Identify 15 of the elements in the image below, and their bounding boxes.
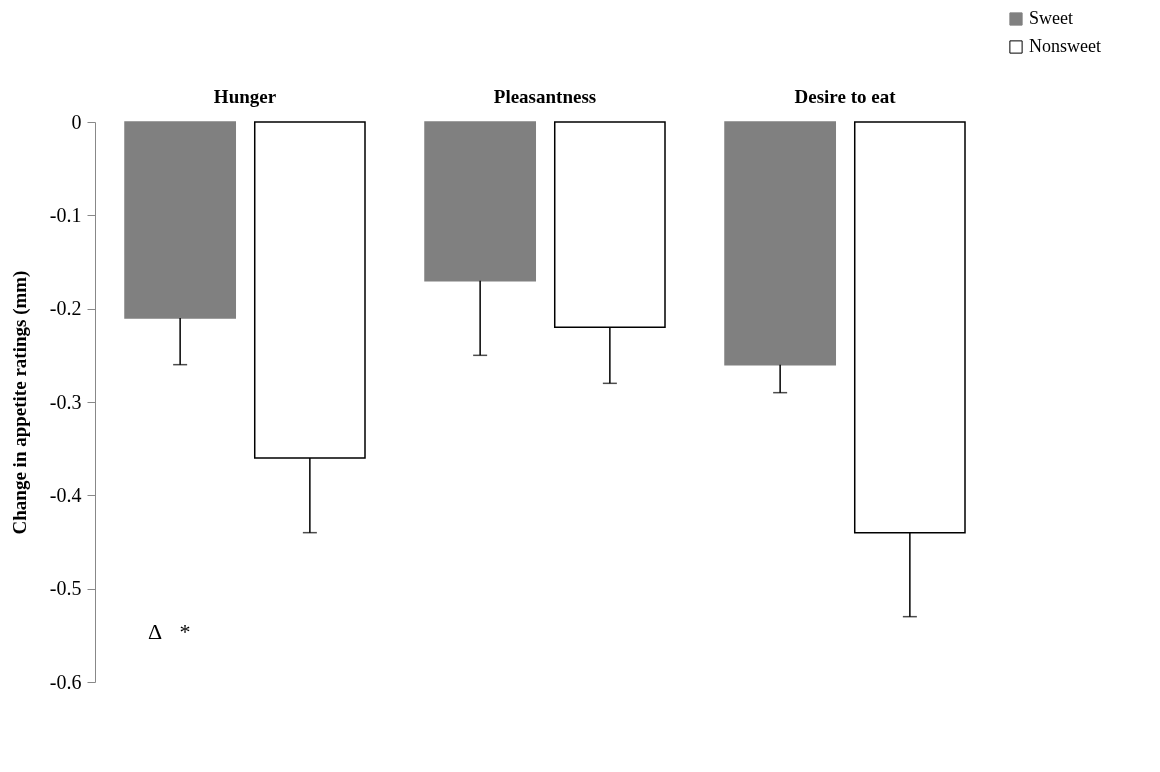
y-tick-label: -0.3 [49, 390, 82, 413]
annotation: Δ [147, 619, 163, 644]
y-tick-label: -0.5 [49, 577, 82, 600]
x-tick-label: Pleasantness [493, 85, 597, 107]
y-tick-label: -0.1 [49, 203, 82, 226]
y-tick-label: -0.4 [49, 483, 82, 506]
y-tick-label: -0.6 [49, 670, 82, 693]
y-axis-title: Change in appetite ratings (mm) [8, 270, 31, 535]
y-tick-label: -0.2 [49, 297, 82, 320]
legend-label: Sweet [1029, 8, 1073, 28]
x-tick-label: Desire to eat [794, 85, 897, 107]
annotation: * [179, 619, 191, 644]
legend-label: Nonsweet [1029, 36, 1101, 56]
x-tick-label: Hunger [213, 85, 277, 107]
y-tick-label: 0 [71, 110, 82, 133]
